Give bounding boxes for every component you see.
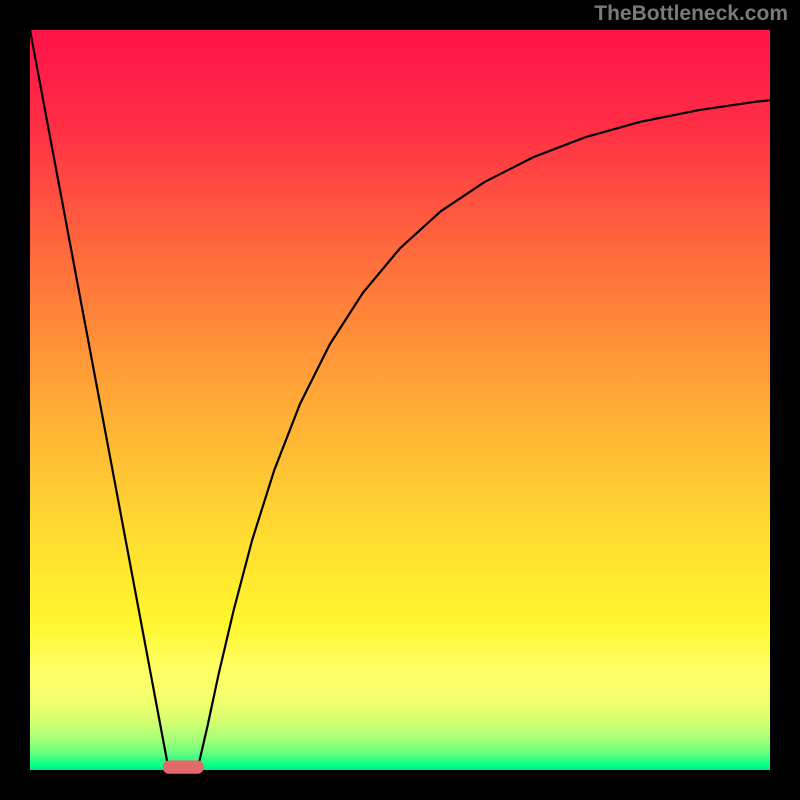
plot-area (30, 30, 770, 770)
bottleneck-chart (0, 0, 800, 800)
chart-container: { "attribution": { "text": "TheBottlenec… (0, 0, 800, 800)
attribution-text: TheBottleneck.com (594, 2, 788, 26)
optimal-marker (163, 760, 204, 773)
